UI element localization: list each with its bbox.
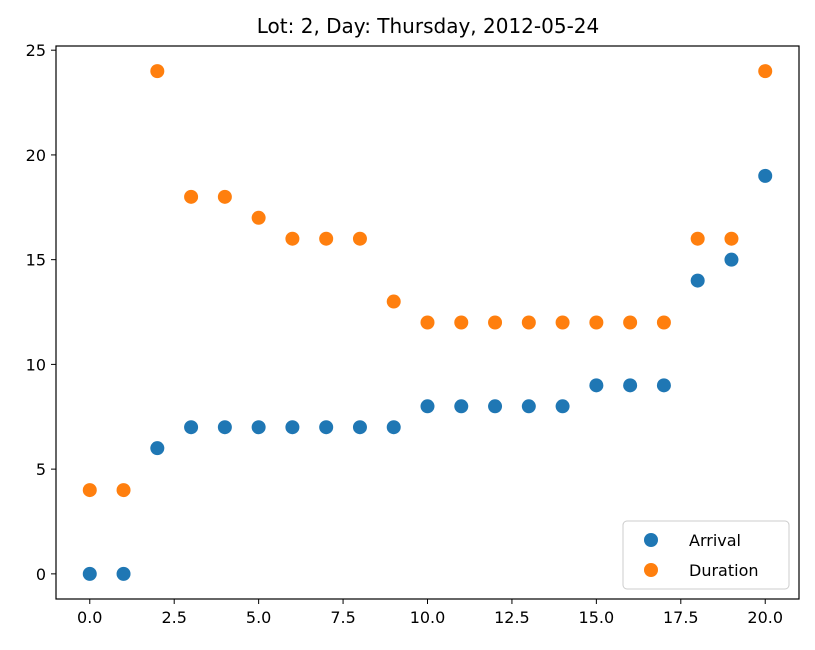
arrival-point xyxy=(555,399,570,414)
duration-point xyxy=(150,64,165,79)
x-tick-label: 0.0 xyxy=(77,608,102,627)
x-tick-label: 20.0 xyxy=(747,608,783,627)
x-tick-label: 12.5 xyxy=(494,608,530,627)
arrival-point xyxy=(352,420,367,435)
arrival-point xyxy=(623,378,638,393)
arrival-point xyxy=(217,420,232,435)
axes: 0.0 2.5 5.0 7.5 10.0 12.5 15.0 17.5 20.0 0 5 10 15 20… xyxy=(26,41,800,627)
arrival-point xyxy=(589,378,604,393)
duration-point xyxy=(690,231,705,246)
duration-point xyxy=(184,189,199,204)
arrival-point xyxy=(386,420,401,435)
duration-point xyxy=(521,315,536,330)
duration-point xyxy=(555,315,570,330)
y-tick-label: 5 xyxy=(36,460,46,479)
legend-box xyxy=(622,520,790,590)
x-tick-label: 17.5 xyxy=(663,608,699,627)
arrival-point xyxy=(488,399,503,414)
arrival-point xyxy=(251,420,266,435)
arrival-point xyxy=(184,420,199,435)
legend-label-arrival: Arrival xyxy=(689,531,741,550)
arrival-point xyxy=(724,252,739,267)
duration-point xyxy=(82,483,97,498)
duration-point xyxy=(656,315,671,330)
arrival-point xyxy=(758,168,773,183)
arrival-point xyxy=(150,441,165,456)
chart-title: Lot: 2, Day: Thursday, 2012-05-24 xyxy=(257,14,599,38)
duration-point xyxy=(285,231,300,246)
duration-point xyxy=(420,315,435,330)
duration-point xyxy=(319,231,334,246)
x-tick-label: 10.0 xyxy=(410,608,446,627)
duration-point xyxy=(488,315,503,330)
duration-point xyxy=(386,294,401,309)
arrival-point xyxy=(521,399,536,414)
duration-point xyxy=(116,483,131,498)
arrival-point xyxy=(116,566,131,581)
y-tick-label: 20 xyxy=(26,146,46,165)
x-tick-label: 2.5 xyxy=(161,608,186,627)
legend-marker-arrival xyxy=(644,533,658,547)
data-points xyxy=(82,64,773,581)
arrival-point xyxy=(690,273,705,288)
duration-point xyxy=(352,231,367,246)
arrival-point xyxy=(454,399,469,414)
arrival-point xyxy=(285,420,300,435)
legend-marker-duration xyxy=(644,563,658,577)
arrival-point xyxy=(420,399,435,414)
y-tick-label: 25 xyxy=(26,41,46,60)
duration-point xyxy=(724,231,739,246)
x-tick-label: 7.5 xyxy=(330,608,355,627)
duration-point xyxy=(217,189,232,204)
legend: Arrival Duration xyxy=(622,520,790,590)
x-tick-label: 15.0 xyxy=(579,608,615,627)
duration-point xyxy=(454,315,469,330)
legend-label-duration: Duration xyxy=(689,561,759,580)
duration-point xyxy=(589,315,604,330)
x-tick-label: 5.0 xyxy=(246,608,271,627)
y-tick-label: 0 xyxy=(36,565,46,584)
arrival-point xyxy=(656,378,671,393)
duration-point xyxy=(623,315,638,330)
y-tick-label: 10 xyxy=(26,355,46,374)
arrival-point xyxy=(82,566,97,581)
duration-point xyxy=(758,64,773,79)
y-tick-label: 15 xyxy=(26,251,46,270)
duration-point xyxy=(251,210,266,225)
arrival-point xyxy=(319,420,334,435)
